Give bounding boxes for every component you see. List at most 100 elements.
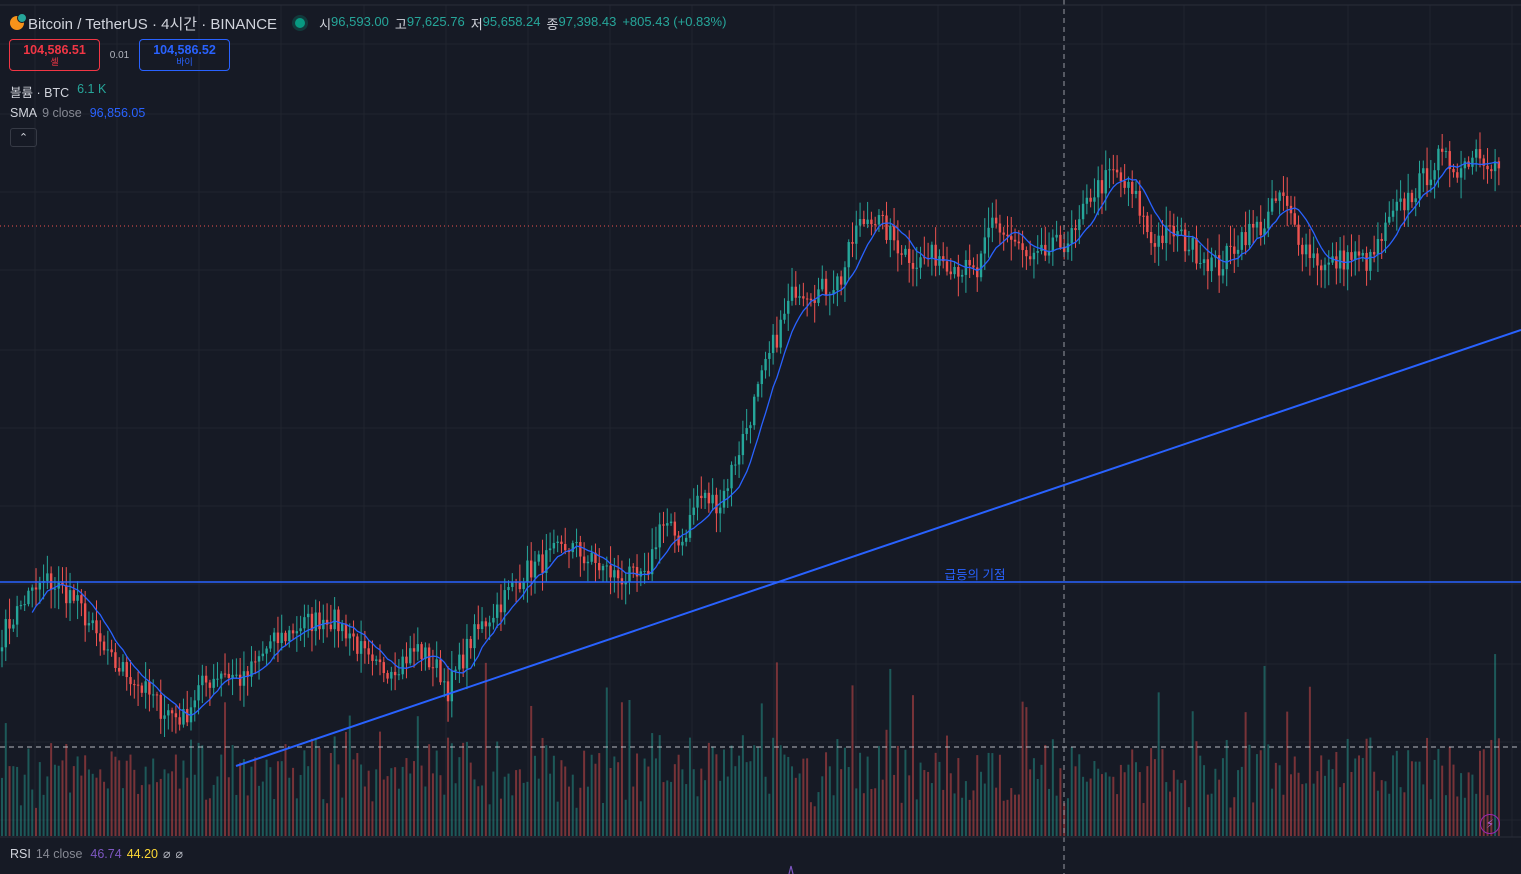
candle-body xyxy=(1372,251,1376,255)
volume-bar xyxy=(246,795,249,836)
rsi-legend[interactable]: RSI 14 close 46.74 44.20 ⌀ ⌀ xyxy=(10,846,183,862)
candle-body xyxy=(170,710,174,714)
candle-body xyxy=(114,652,117,668)
symbol-title[interactable]: Bitcoin / TetherUS · 4시간 · BINANCE xyxy=(28,15,278,33)
candle-body xyxy=(1286,195,1289,206)
candle-body xyxy=(488,622,491,627)
candle-body xyxy=(771,334,775,354)
candle xyxy=(953,261,956,279)
candle xyxy=(707,482,711,513)
candle xyxy=(1199,244,1202,269)
candle xyxy=(696,484,699,521)
candle-body xyxy=(1327,262,1330,265)
candle xyxy=(1093,178,1096,214)
candle-body xyxy=(613,570,616,578)
candle xyxy=(27,587,30,607)
candle-body xyxy=(1478,149,1482,159)
volume-bar xyxy=(915,799,918,836)
volume-bar xyxy=(1429,799,1432,836)
candle-body xyxy=(250,661,253,677)
volume-bar xyxy=(458,757,461,836)
sell-button[interactable]: 104,586.51 셀 xyxy=(9,39,100,71)
candle-body xyxy=(783,313,786,320)
candle-body xyxy=(303,617,306,629)
candle-body xyxy=(537,554,540,562)
candle xyxy=(650,528,654,582)
candle-body xyxy=(832,290,835,295)
candle xyxy=(722,479,726,514)
candle-body xyxy=(1134,190,1138,194)
volume-bar xyxy=(1342,783,1345,836)
candle-body xyxy=(299,628,302,632)
candle-body xyxy=(794,286,797,298)
candle-body xyxy=(1055,234,1058,238)
trendline-drawing[interactable] xyxy=(235,329,1521,767)
candle-body xyxy=(1229,245,1232,247)
candle xyxy=(337,606,340,648)
candle xyxy=(1115,155,1119,178)
volume-bar xyxy=(1358,755,1361,836)
candle-body xyxy=(197,685,200,701)
sma-legend-value: 96,856.05 xyxy=(89,106,146,120)
candle xyxy=(1021,230,1024,268)
candle xyxy=(1380,233,1383,260)
collapse-legend-button[interactable]: ⌃ xyxy=(10,128,37,147)
candle xyxy=(208,679,212,706)
candle xyxy=(552,529,556,554)
candle-body xyxy=(1433,170,1436,180)
volume-bar xyxy=(757,747,759,836)
candle-body xyxy=(378,659,382,663)
market-open-icon[interactable] xyxy=(295,18,306,28)
sma-legend[interactable]: SMA 9 close 96,856.05 xyxy=(10,106,145,120)
volume-bar xyxy=(1282,794,1285,836)
candle xyxy=(1176,216,1179,252)
volume-bar xyxy=(65,744,68,836)
candle-body xyxy=(1301,244,1304,255)
candle-body xyxy=(284,632,287,642)
candle xyxy=(1365,246,1368,286)
lightning-icon[interactable]: ⚡ xyxy=(1480,814,1500,834)
candle xyxy=(412,633,416,668)
candle xyxy=(1289,195,1293,225)
close-value: 97,398.43 xyxy=(558,13,617,29)
candle xyxy=(1331,242,1334,266)
candle xyxy=(276,616,280,663)
candle xyxy=(1425,147,1429,197)
volume-bar xyxy=(549,773,552,836)
volume-bar xyxy=(639,801,642,836)
volume-bar xyxy=(949,773,952,836)
candle xyxy=(575,528,578,558)
candle-body xyxy=(556,541,559,543)
volume-bar xyxy=(715,754,718,836)
volume-bar xyxy=(1418,761,1421,836)
candle-body xyxy=(1361,252,1364,256)
candle xyxy=(424,642,427,671)
buy-button[interactable]: 104,586.52 바이 xyxy=(139,39,230,71)
volume-bar xyxy=(976,755,979,836)
candle xyxy=(753,394,756,430)
volume-bar xyxy=(125,760,128,836)
candle xyxy=(265,646,268,667)
candle xyxy=(1323,257,1327,289)
candle xyxy=(458,642,461,684)
volume-bar xyxy=(1172,770,1175,836)
candle-body xyxy=(186,708,189,723)
volume-bar xyxy=(617,762,620,836)
volume-bar xyxy=(658,735,661,836)
candle xyxy=(375,655,378,666)
volume-bar xyxy=(643,758,646,836)
candle xyxy=(238,657,242,701)
candle-body xyxy=(1448,151,1451,169)
candle xyxy=(144,662,147,709)
volume-legend[interactable]: 볼륨 · BTC 6.1 K xyxy=(10,82,106,101)
candle-body xyxy=(707,492,711,504)
candle xyxy=(1444,147,1448,159)
volume-bar xyxy=(840,769,843,836)
candle xyxy=(492,603,495,630)
candle-body xyxy=(87,623,91,626)
candle-body xyxy=(382,662,385,674)
volume-bar xyxy=(968,799,971,836)
open-key: 시 xyxy=(319,16,332,32)
candle-body xyxy=(1497,161,1501,169)
